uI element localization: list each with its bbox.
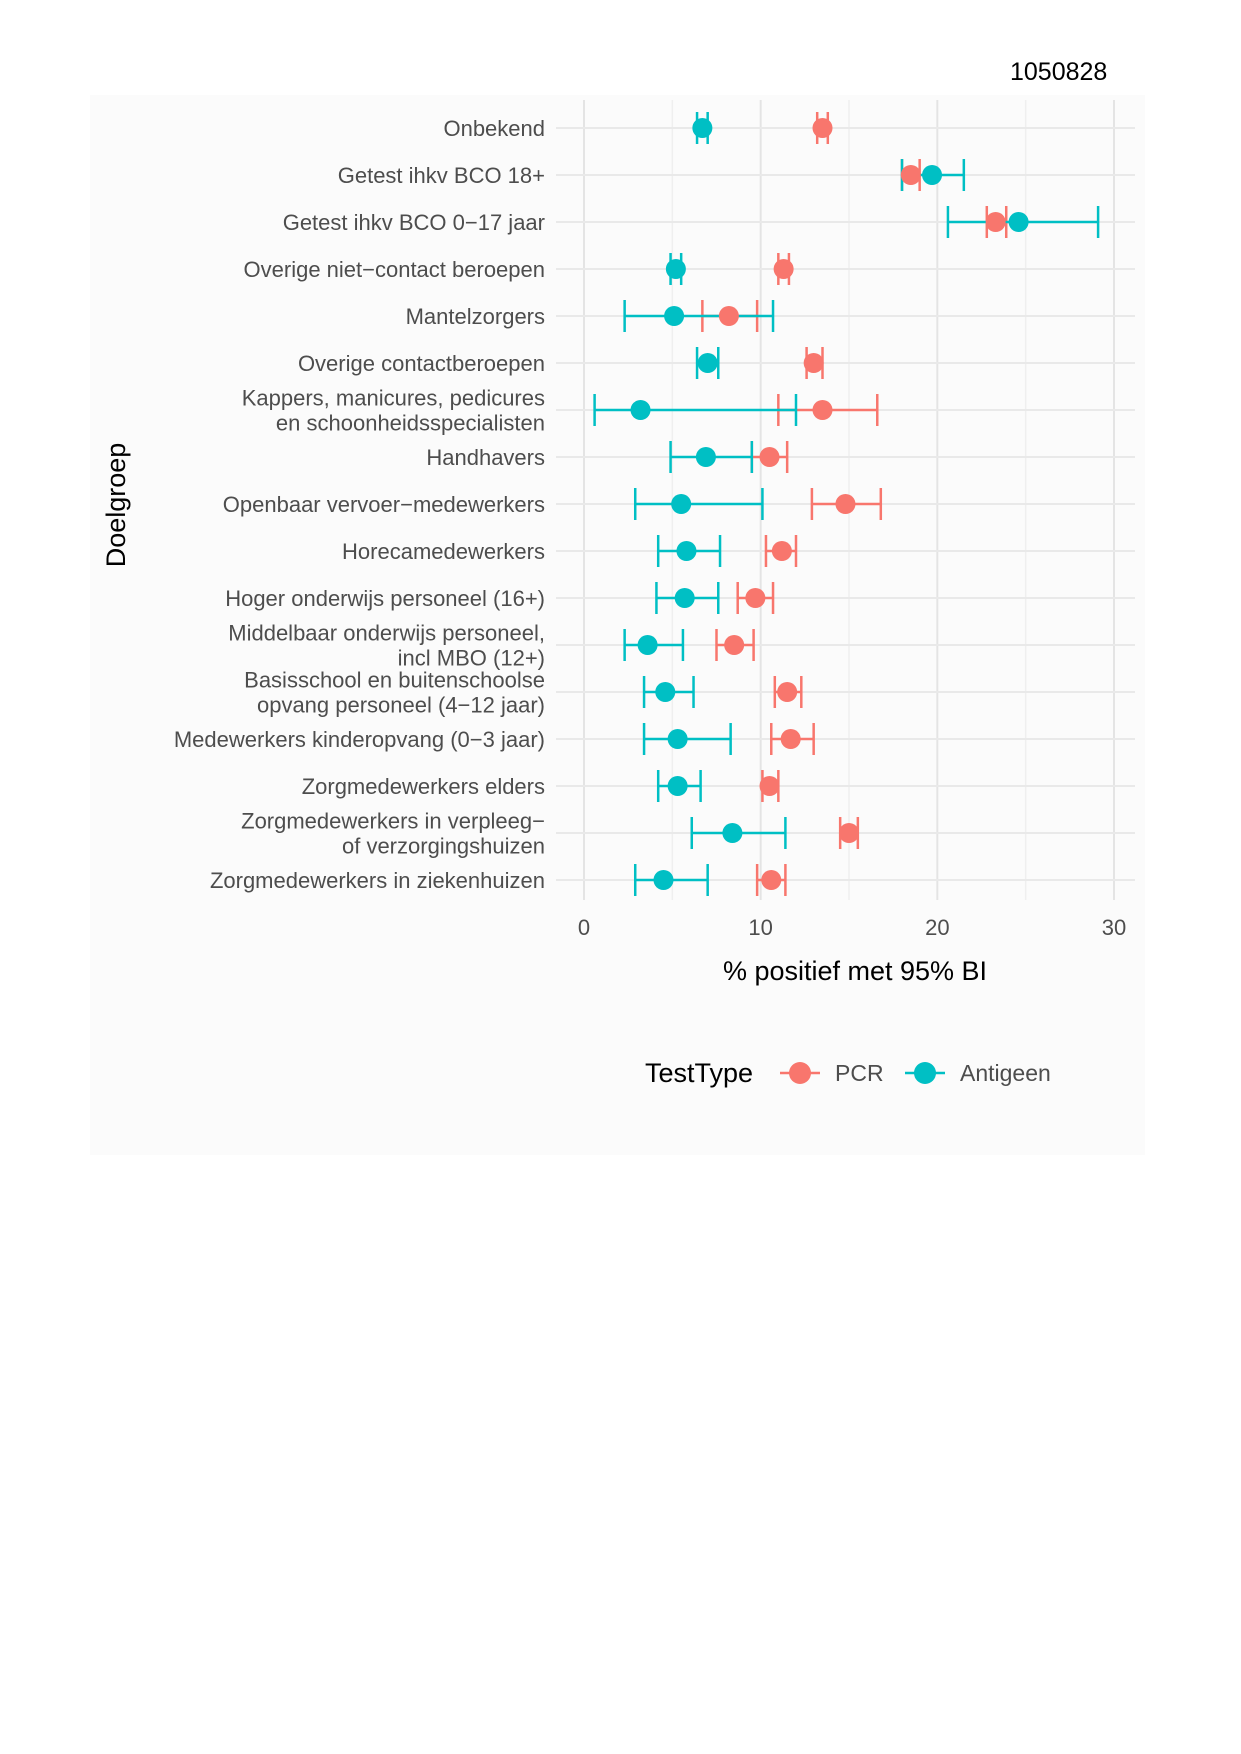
point-antigeen xyxy=(695,447,716,467)
y-tick-label: Hoger onderwijs personeel (16+) xyxy=(225,586,545,611)
y-tick-label: Getest ihkv BCO 18+ xyxy=(338,163,545,188)
y-tick-label: Horecamedewerkers xyxy=(342,539,545,564)
point-pcr xyxy=(812,118,833,138)
point-pcr xyxy=(773,259,794,279)
point-antigeen xyxy=(692,118,713,138)
document-id: 1050828 xyxy=(1010,58,1108,86)
point-antigeen xyxy=(697,353,718,373)
point-antigeen xyxy=(667,776,688,796)
point-pcr xyxy=(759,776,780,796)
y-tick-label: Onbekend xyxy=(443,116,545,141)
x-axis-tick-labels: 0 10 20 30 xyxy=(578,915,1126,940)
y-tick-label: Zorgmedewerkers in verpleeg− xyxy=(241,809,545,834)
point-antigeen xyxy=(653,870,674,890)
y-tick-label: Middelbaar onderwijs personeel, xyxy=(228,621,545,646)
y-tick-label: Overige contactberoepen xyxy=(298,351,545,376)
point-antigeen xyxy=(664,306,685,326)
point-pcr xyxy=(812,400,833,420)
y-tick-label: Getest ihkv BCO 0−17 jaar xyxy=(283,210,545,235)
point-antigeen xyxy=(922,165,943,185)
legend-items: PCR Antigeen xyxy=(780,1060,1051,1086)
y-tick-label: Kappers, manicures, pedicures xyxy=(242,386,545,411)
legend-label-antigeen: Antigeen xyxy=(960,1060,1051,1086)
point-antigeen xyxy=(665,259,686,279)
y-axis-tick-labels: Onbekend Getest ihkv BCO 18+ Getest ihkv B… xyxy=(174,116,545,893)
point-antigeen xyxy=(671,494,692,514)
point-pcr xyxy=(839,823,859,843)
point-antigeen xyxy=(674,588,695,608)
legend-swatch-pcr xyxy=(789,1062,811,1084)
legend-label-pcr: PCR xyxy=(835,1060,884,1086)
point-pcr xyxy=(771,541,792,561)
point-pcr xyxy=(745,588,766,608)
y-tick-label: Handhavers xyxy=(426,445,545,470)
point-pcr xyxy=(780,729,801,749)
y-tick-label: opvang personeel (4−12 jaar) xyxy=(257,693,545,718)
point-antigeen xyxy=(1008,212,1029,232)
point-pcr xyxy=(835,494,856,514)
point-pcr xyxy=(724,635,745,655)
y-tick-label: Mantelzorgers xyxy=(406,304,545,329)
x-tick-label: 0 xyxy=(578,915,590,940)
point-pcr xyxy=(761,870,782,890)
y-tick-label: incl MBO (12+) xyxy=(398,646,545,671)
point-antigeen xyxy=(630,400,651,420)
legend-title: TestType xyxy=(645,1058,753,1088)
point-antigeen xyxy=(637,635,658,655)
y-axis-title: Doelgroep xyxy=(101,443,131,568)
y-tick-label: en schoonheidsspecialisten xyxy=(276,411,545,436)
point-antigeen xyxy=(676,541,697,561)
y-tick-label: Basisschool en buitenschoolse xyxy=(244,668,545,693)
point-pcr xyxy=(718,306,739,326)
points xyxy=(630,118,1029,890)
point-pcr xyxy=(777,682,798,702)
legend-swatch-antigeen xyxy=(914,1062,936,1084)
x-tick-label: 30 xyxy=(1102,915,1126,940)
point-pcr xyxy=(803,353,824,373)
point-pcr xyxy=(759,447,780,467)
y-tick-label: Zorgmedewerkers in ziekenhuizen xyxy=(210,868,545,893)
chart-background xyxy=(90,95,1145,1155)
x-tick-label: 10 xyxy=(748,915,772,940)
grid xyxy=(556,100,1135,900)
y-tick-label: Medewerkers kinderopvang (0−3 jaar) xyxy=(174,727,545,752)
y-tick-label: Zorgmedewerkers elders xyxy=(302,774,545,799)
y-tick-label: of verzorgingshuizen xyxy=(342,834,545,859)
point-pcr xyxy=(985,212,1006,232)
x-tick-label: 20 xyxy=(925,915,949,940)
y-tick-label: Overige niet−contact beroepen xyxy=(244,257,545,282)
y-tick-label: Openbaar vervoer−medewerkers xyxy=(223,492,545,517)
point-pcr xyxy=(900,165,921,185)
point-antigeen xyxy=(667,729,688,749)
x-axis-title: % positief met 95% BI xyxy=(723,956,987,986)
point-antigeen xyxy=(722,823,743,843)
point-antigeen xyxy=(655,682,676,702)
legend: TestType PCR Antigeen xyxy=(645,1058,1051,1088)
